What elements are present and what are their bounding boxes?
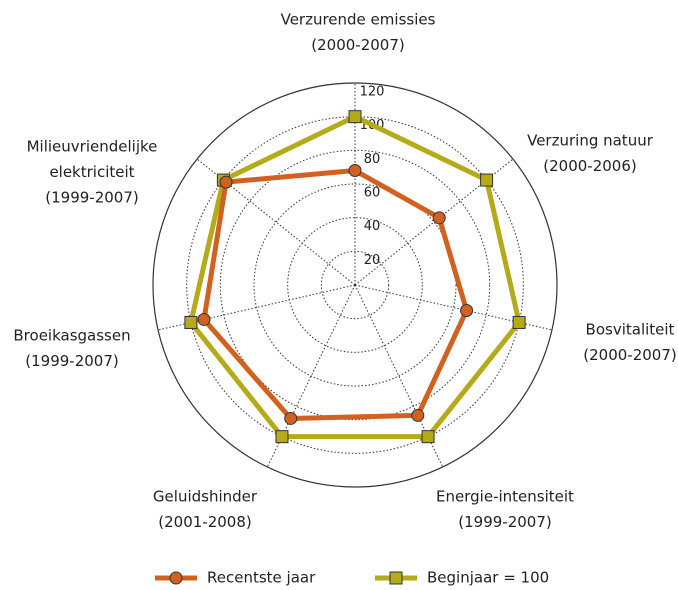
category-label: (2001-2008) bbox=[158, 513, 251, 531]
category-label: (1999-2007) bbox=[45, 189, 138, 207]
marker bbox=[460, 303, 474, 317]
legend-label: Beginjaar = 100 bbox=[427, 569, 549, 587]
marker bbox=[284, 411, 298, 425]
category-label: (2000-2006) bbox=[543, 157, 636, 175]
grid-ring bbox=[253, 183, 457, 387]
category-label: Geluidshinder bbox=[153, 488, 258, 506]
tick-label: 120 bbox=[360, 85, 385, 100]
legend-marker bbox=[389, 571, 403, 585]
marker bbox=[197, 312, 211, 326]
tick-label: 80 bbox=[364, 152, 381, 167]
marker bbox=[348, 110, 362, 124]
marker bbox=[219, 175, 233, 189]
category-label: Milieuvriendelijke bbox=[27, 138, 158, 156]
grid-ring bbox=[287, 217, 423, 353]
series-line bbox=[188, 114, 522, 440]
marker bbox=[432, 211, 446, 225]
category-label: Broeikasgassen bbox=[13, 327, 130, 345]
category-label: Verzurende emissies bbox=[281, 11, 436, 29]
category-label: elektriciteit bbox=[49, 163, 134, 181]
legend-marker bbox=[169, 571, 183, 585]
legend-label: Recentste jaar bbox=[207, 569, 316, 587]
category-label: (1999-2007) bbox=[25, 352, 118, 370]
category-label: (2000-2007) bbox=[311, 36, 404, 54]
tick-label: 20 bbox=[364, 253, 381, 268]
series-line bbox=[201, 168, 470, 421]
marker bbox=[480, 173, 494, 187]
category-label: (2000-2007) bbox=[583, 346, 676, 364]
marker bbox=[184, 315, 198, 329]
marker bbox=[275, 430, 289, 444]
marker bbox=[421, 430, 435, 444]
category-label: (1999-2007) bbox=[458, 513, 551, 531]
grid-ring bbox=[320, 250, 390, 320]
category-label: Verzuring natuur bbox=[527, 132, 654, 150]
marker bbox=[348, 164, 362, 178]
grid-ring bbox=[186, 116, 524, 454]
marker bbox=[411, 408, 425, 422]
tick-label: 40 bbox=[364, 219, 381, 234]
category-label: Energie-intensiteit bbox=[436, 488, 574, 506]
category-label: Bosvitaliteit bbox=[586, 321, 675, 339]
marker bbox=[512, 315, 526, 329]
tick-label: 60 bbox=[364, 186, 381, 201]
grid-ring bbox=[219, 149, 491, 421]
grid-ring bbox=[152, 82, 558, 488]
